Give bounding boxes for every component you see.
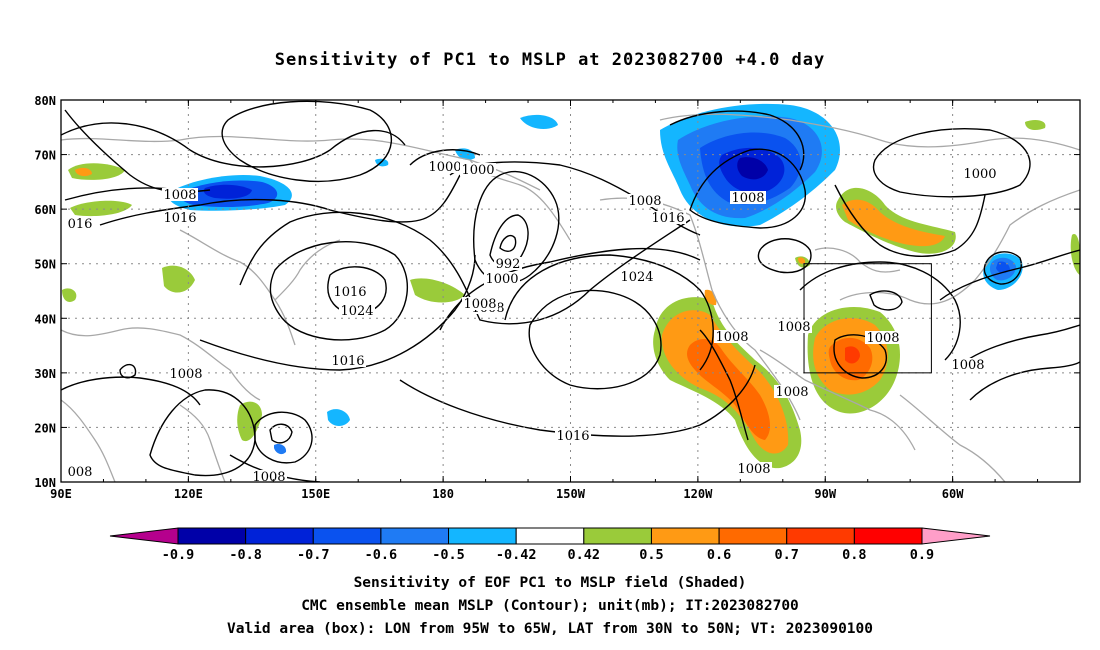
contour-label: 1008: [951, 358, 984, 373]
coastlines: [61, 113, 1080, 482]
colorbar-swatch: [650, 527, 720, 545]
contour-label: 1024: [340, 304, 373, 319]
colorbar-label: -0.7: [297, 547, 330, 563]
contour-label: 1008: [163, 188, 196, 203]
colorbar-label: -0.6: [365, 547, 398, 563]
lat-tick-label: 70N: [34, 149, 56, 163]
colorbar-swatch: [853, 527, 923, 545]
lat-tick-label: 10N: [34, 476, 56, 490]
contour-label: 1008: [252, 470, 285, 485]
colorbar-label: 0.7: [775, 547, 799, 563]
contour-label: 1000: [485, 272, 518, 287]
lon-tick-label: 180: [432, 487, 454, 501]
colorbar-label: 0.9: [910, 547, 934, 563]
lat-tick-label: 50N: [34, 258, 56, 272]
map-title: Sensitivity of PC1 to MSLP at 2023082700…: [274, 50, 826, 70]
contour-label: 008: [68, 465, 93, 480]
lon-tick-label: 90W: [814, 487, 836, 501]
contour-label: 1008: [775, 385, 808, 400]
colorbar: -0.9 -0.8 -0.7 -0.6 -0.5 -0.42 0.42 0.5 0.6 0.7 0.…: [109, 527, 991, 563]
contour-label: 1000: [428, 160, 461, 175]
colorbar-swatch: [786, 527, 855, 545]
colorbar-label: -0.5: [432, 547, 465, 563]
colorbar-label: -0.9: [162, 547, 195, 563]
colorbar-swatch: [312, 527, 382, 545]
lat-axis: 80N 70N 60N 50N 40N 30N 20N 10N: [34, 94, 1080, 490]
contour-label: 1008: [731, 191, 764, 206]
contour-label: 1008: [737, 462, 770, 477]
colorbar-swatch: [515, 527, 585, 545]
lat-tick-label: 60N: [34, 203, 56, 217]
contour-label: 1016: [331, 354, 364, 369]
contour-label: 992: [496, 257, 521, 272]
gridlines: [61, 100, 1080, 482]
colorbar-label: 0.8: [842, 547, 866, 563]
colorbar-swatch: [448, 527, 517, 545]
lat-tick-label: 40N: [34, 312, 56, 326]
contour-label: 016: [68, 217, 93, 232]
contour-label: 1016: [333, 285, 366, 300]
colorbar-low-extend: [109, 527, 179, 545]
contour-label: 1008: [628, 194, 661, 209]
colorbar-label: -0.8: [229, 547, 262, 563]
contour-label: 1016: [163, 211, 196, 226]
caption-line-1: Sensitivity of EOF PC1 to MSLP field (Sh…: [353, 575, 747, 591]
mslp-contours: [61, 100, 1080, 482]
contour-label: 1008: [463, 297, 496, 312]
colorbar-label: 0.5: [639, 547, 663, 563]
colorbar-swatch: [583, 527, 652, 545]
contour-label: 1000: [963, 167, 996, 182]
contour-label: 1016: [556, 429, 589, 444]
contour-label: 1008: [866, 331, 899, 346]
colorbar-label: 0.6: [707, 547, 731, 563]
contour-label: 1000: [461, 163, 494, 178]
colorbar-swatch: [718, 527, 788, 545]
colorbar-label: -0.42: [496, 547, 537, 563]
colorbar-swatch: [177, 527, 247, 545]
lat-tick-label: 80N: [34, 94, 56, 108]
colorbar-swatch: [380, 527, 450, 545]
lon-tick-label: 150W: [556, 487, 586, 501]
colorbar-high-extend: [921, 527, 991, 545]
lon-tick-label: 60W: [942, 487, 964, 501]
lon-tick-label: 150E: [301, 487, 330, 501]
contour-label: 1024: [620, 270, 653, 285]
colorbar-label: 0.42: [568, 547, 601, 563]
caption-line-3: Valid area (box): LON from 95W to 65W, L…: [226, 621, 873, 637]
lat-tick-label: 30N: [34, 367, 56, 381]
lon-axis: 90E 120E 150E 180 150W 120W 90W 60W: [50, 100, 1039, 501]
contour-label: 1016: [651, 211, 684, 226]
valid-area-box: [803, 263, 932, 374]
lon-tick-label: 120E: [174, 487, 203, 501]
caption-line-2: CMC ensemble mean MSLP (Contour); unit(m…: [301, 598, 799, 614]
contour-label: 1008: [777, 320, 810, 335]
contour-label: 1008: [169, 367, 202, 382]
lon-tick-label: 90E: [50, 487, 72, 501]
contour-labels: 0161008101610001000992100010081016100810…: [66, 160, 998, 485]
contour-label: 1008: [715, 330, 748, 345]
lat-tick-label: 20N: [34, 421, 56, 435]
colorbar-swatch: [245, 527, 314, 545]
sensitivity-shading: [62, 103, 1080, 469]
lon-tick-label: 120W: [683, 487, 713, 501]
